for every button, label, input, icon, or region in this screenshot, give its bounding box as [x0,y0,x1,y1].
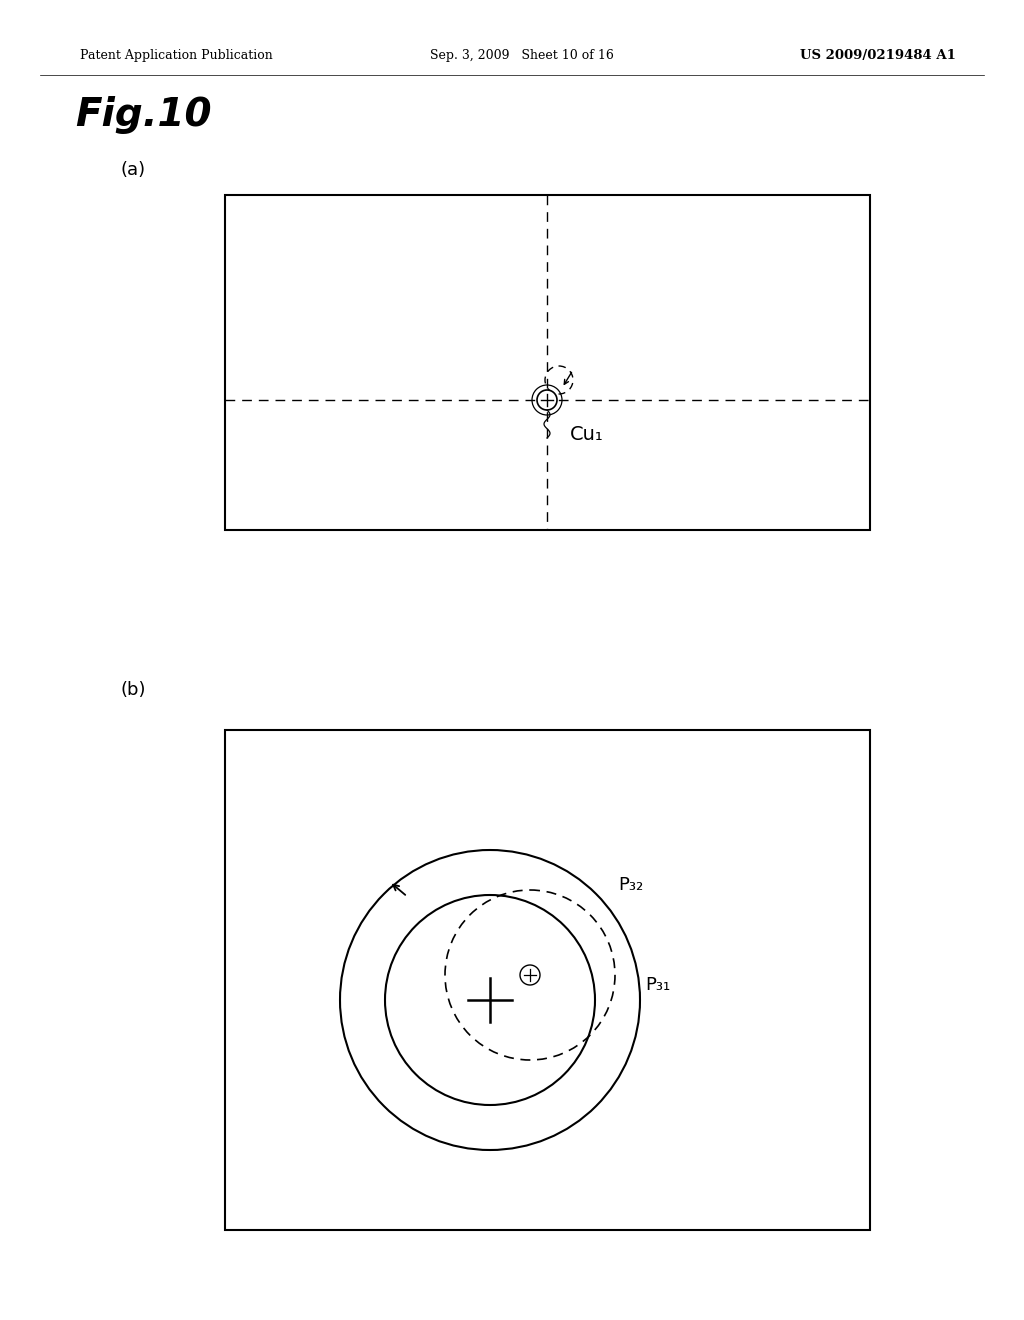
Text: Sep. 3, 2009   Sheet 10 of 16: Sep. 3, 2009 Sheet 10 of 16 [430,49,613,62]
Text: P₃₁: P₃₁ [645,975,671,994]
Text: Fig.10: Fig.10 [75,96,212,135]
Circle shape [537,389,557,411]
Bar [225,195,870,531]
Text: P₃₂: P₃₂ [618,876,643,894]
Bar [225,730,870,1230]
Text: Patent Application Publication: Patent Application Publication [80,49,272,62]
Text: Cu₁: Cu₁ [570,425,604,444]
Circle shape [520,965,540,985]
Text: (b): (b) [120,681,145,700]
Text: US 2009/0219484 A1: US 2009/0219484 A1 [800,49,955,62]
Text: (a): (a) [120,161,145,180]
